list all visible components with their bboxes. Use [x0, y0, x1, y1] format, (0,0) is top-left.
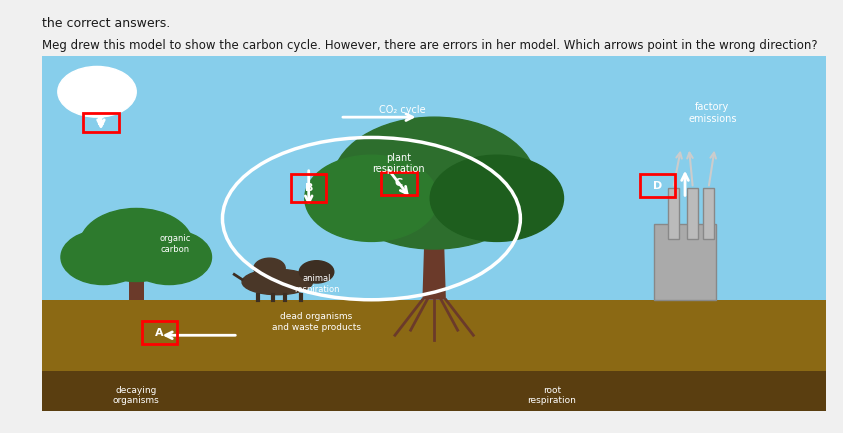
Text: animal
respiration: animal respiration	[294, 275, 339, 294]
Polygon shape	[668, 188, 679, 239]
Circle shape	[80, 208, 193, 281]
Polygon shape	[653, 224, 717, 300]
Text: the correct answers.: the correct answers.	[42, 17, 170, 30]
Circle shape	[430, 155, 563, 242]
Polygon shape	[422, 224, 446, 300]
Ellipse shape	[242, 269, 313, 295]
Text: dead organisms
and waste products: dead organisms and waste products	[272, 313, 361, 332]
Text: factory
emissions: factory emissions	[688, 102, 737, 123]
Polygon shape	[687, 188, 698, 239]
Polygon shape	[703, 188, 714, 239]
Circle shape	[305, 155, 438, 242]
Circle shape	[254, 258, 285, 278]
Text: Meg drew this model to show the carbon cycle. However, there are errors in her m: Meg drew this model to show the carbon c…	[42, 39, 818, 52]
Circle shape	[299, 261, 334, 283]
Polygon shape	[129, 269, 144, 300]
Circle shape	[61, 230, 146, 284]
Circle shape	[126, 230, 212, 284]
Polygon shape	[42, 300, 826, 371]
Polygon shape	[42, 371, 826, 411]
Text: B: B	[304, 183, 313, 193]
Text: CO₂ cycle: CO₂ cycle	[379, 104, 426, 115]
Text: E: E	[97, 117, 105, 127]
Text: organic
carbon: organic carbon	[159, 234, 191, 254]
Text: decaying
organisms: decaying organisms	[113, 386, 159, 405]
Text: D: D	[653, 181, 663, 191]
Circle shape	[332, 117, 536, 249]
Polygon shape	[42, 56, 826, 300]
Text: A: A	[155, 328, 164, 338]
Text: root
respiration: root respiration	[528, 386, 576, 405]
Circle shape	[58, 66, 137, 117]
Text: plant
respiration: plant respiration	[373, 153, 425, 174]
Text: C: C	[395, 178, 403, 188]
